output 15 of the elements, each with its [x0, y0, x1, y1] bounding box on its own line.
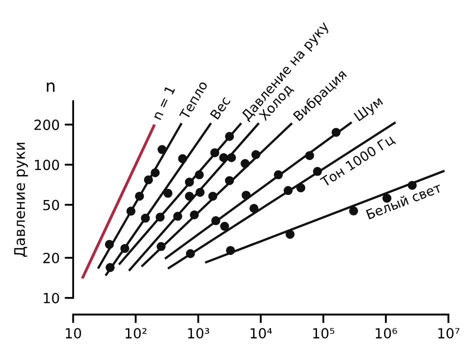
text: n = 1 [152, 85, 176, 120]
x-tick-label: 10² [126, 328, 146, 339]
text: n [46, 82, 54, 92]
x-tick-label: 10³ [188, 328, 210, 339]
y-tick-label: 10 [44, 292, 60, 304]
y-axis-title: Давление руки [14, 142, 28, 257]
x-tick-label: 10⁶ [376, 328, 398, 339]
y-tick-label: 50 [43, 200, 60, 210]
x-tick-label: 10⁴ [250, 328, 272, 339]
y-tick-label: 200 [34, 120, 60, 130]
x-tick-label: 10⁷ [438, 328, 460, 339]
x-tick-label: 10⁵ [313, 328, 334, 339]
x-tick-label: 10 [66, 328, 82, 339]
y-tick-label: 100 [34, 160, 60, 170]
y-tick-label: 20 [43, 252, 60, 264]
